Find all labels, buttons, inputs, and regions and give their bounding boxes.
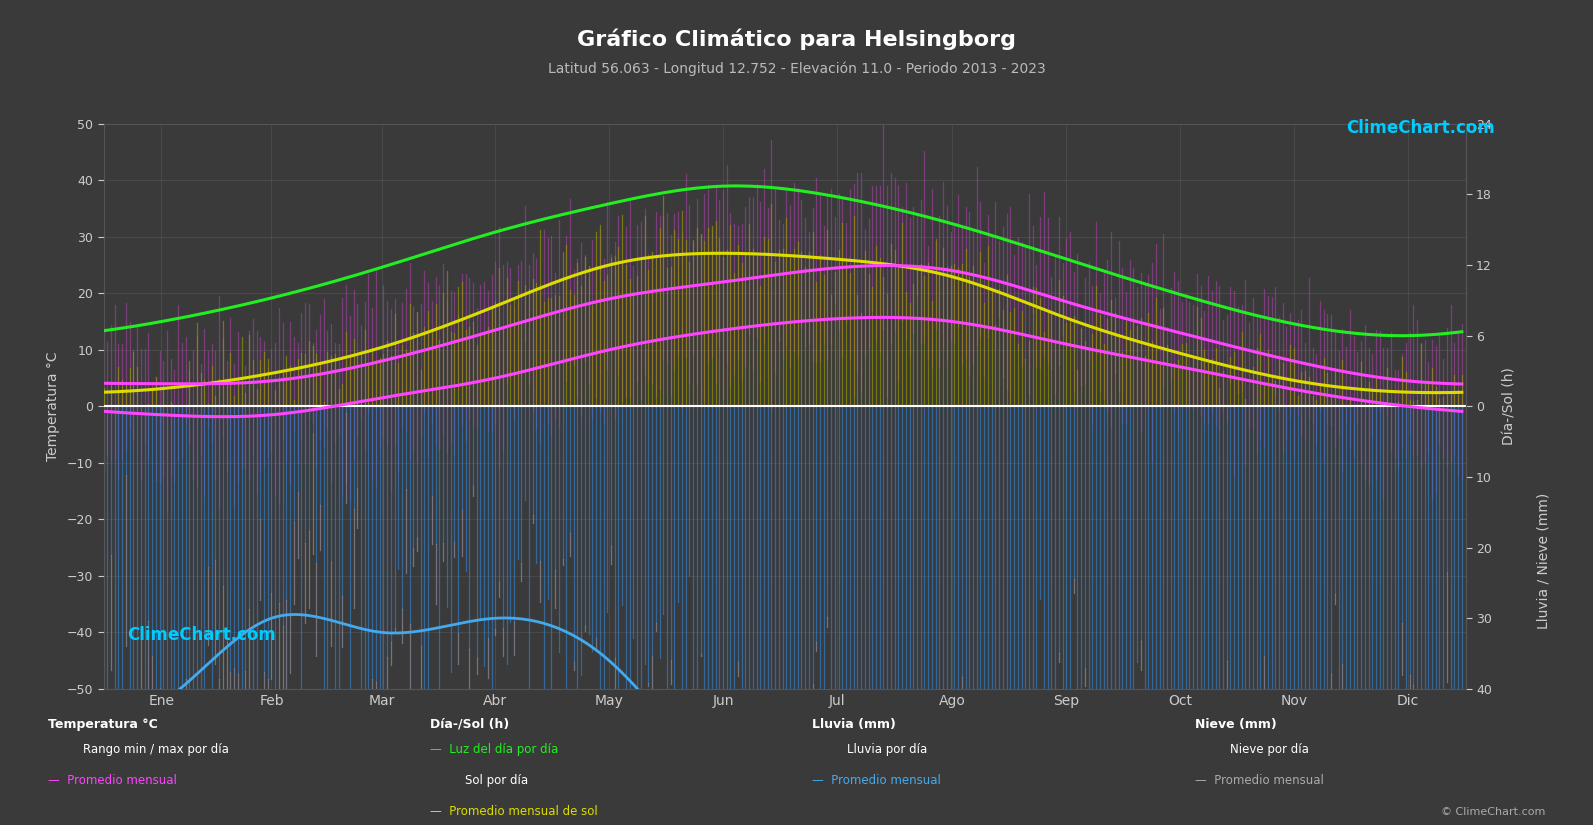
Text: —  Promedio mensual de sol: — Promedio mensual de sol — [430, 805, 597, 818]
Text: Lluvia (mm): Lluvia (mm) — [812, 718, 897, 731]
Text: Lluvia por día: Lluvia por día — [847, 742, 927, 756]
Text: Nieve (mm): Nieve (mm) — [1195, 718, 1276, 731]
Text: —  Luz del día por día: — Luz del día por día — [430, 742, 559, 756]
Y-axis label: Temperatura °C: Temperatura °C — [46, 351, 59, 461]
Text: Sol por día: Sol por día — [465, 774, 529, 787]
Text: Rango min / max por día: Rango min / max por día — [83, 742, 229, 756]
Text: Temperatura °C: Temperatura °C — [48, 718, 158, 731]
Text: —  Promedio mensual: — Promedio mensual — [48, 774, 177, 787]
Text: Gráfico Climático para Helsingborg: Gráfico Climático para Helsingborg — [577, 29, 1016, 50]
Text: Nieve por día: Nieve por día — [1230, 742, 1309, 756]
Text: Día-/Sol (h): Día-/Sol (h) — [430, 718, 510, 731]
Text: Latitud 56.063 - Longitud 12.752 - Elevación 11.0 - Periodo 2013 - 2023: Latitud 56.063 - Longitud 12.752 - Eleva… — [548, 62, 1045, 77]
Text: © ClimeChart.com: © ClimeChart.com — [1440, 807, 1545, 817]
Text: Lluvia / Nieve (mm): Lluvia / Nieve (mm) — [1537, 493, 1550, 629]
Text: ClimeChart.com: ClimeChart.com — [1346, 119, 1494, 137]
Text: —  Promedio mensual: — Promedio mensual — [812, 774, 941, 787]
Text: —  Promedio mensual: — Promedio mensual — [1195, 774, 1324, 787]
Y-axis label: Día-/Sol (h): Día-/Sol (h) — [1502, 367, 1517, 446]
Text: ClimeChart.com: ClimeChart.com — [127, 626, 276, 644]
